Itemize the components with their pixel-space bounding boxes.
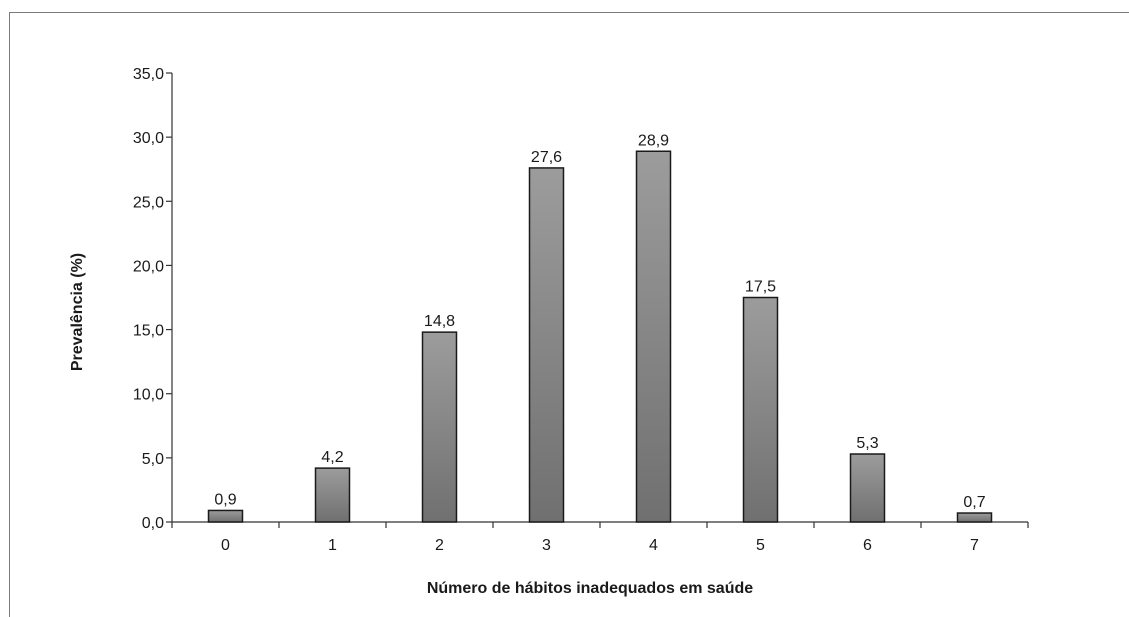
x-tick-label: 3 [542, 537, 551, 554]
bar-value-label: 5,3 [856, 435, 878, 452]
bar-value-label: 17,5 [745, 279, 776, 296]
bar [956, 512, 993, 523]
y-axis-ticks: 0,0 5,0 10,0 15,0 20,0 25,0 30,0 35,0 [133, 66, 172, 532]
y-tick-label: 30,0 [133, 130, 164, 147]
y-tick-label: 0,0 [142, 515, 164, 532]
x-tick-label: 6 [863, 537, 872, 554]
y-tick-label: 5,0 [142, 451, 164, 468]
y-tick-label: 20,0 [133, 258, 164, 275]
frame-top-border [9, 12, 1129, 13]
bar-value-label: 0,7 [963, 494, 985, 511]
y-tick-label: 10,0 [133, 387, 164, 404]
bars [207, 150, 993, 523]
bar [421, 331, 458, 523]
y-tick-label: 35,0 [133, 66, 164, 83]
frame-left-border [9, 12, 10, 617]
x-tick-label: 0 [221, 537, 230, 554]
y-axis-title: Prevalência (%) [69, 253, 86, 371]
y-tick-label: 25,0 [133, 194, 164, 211]
x-tick-label: 1 [328, 537, 337, 554]
x-tick-label: 2 [435, 537, 444, 554]
x-tick-label: 4 [649, 537, 658, 554]
axes [171, 73, 1028, 523]
bar [207, 509, 244, 523]
x-tick-label: 7 [970, 537, 979, 554]
bar-value-label: 14,8 [424, 313, 455, 330]
x-axis-ticks: 0 1 2 3 4 5 6 7 [171, 522, 1029, 554]
bar [635, 150, 672, 523]
y-tick-label: 15,0 [133, 323, 164, 340]
x-tick-label: 5 [756, 537, 765, 554]
data-labels: 0,9 4,2 14,8 27,6 28,9 17,5 5,3 0,7 [214, 132, 985, 511]
bar [528, 167, 565, 523]
x-axis-title: Número de hábitos inadequados em saúde [427, 580, 753, 597]
bar [849, 453, 886, 523]
bar-value-label: 27,6 [531, 149, 562, 166]
bar [314, 467, 351, 523]
bar-value-label: 28,9 [638, 132, 669, 149]
bar-value-label: 4,2 [321, 449, 343, 466]
bar-value-label: 0,9 [214, 491, 236, 508]
bar [742, 296, 779, 523]
